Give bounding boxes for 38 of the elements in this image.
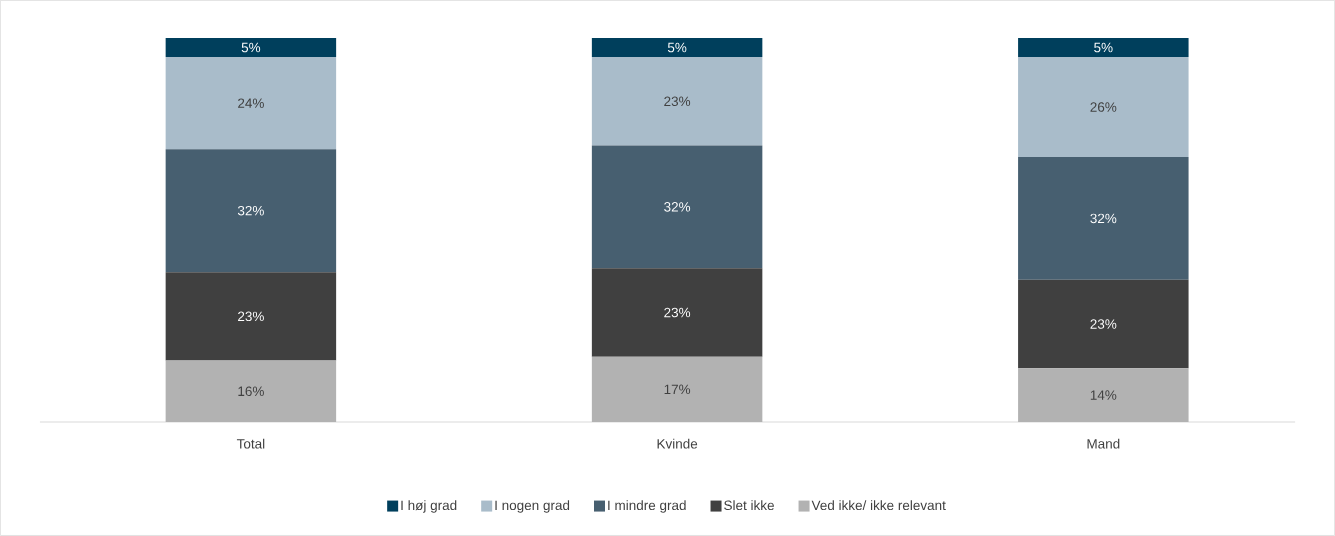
data-label: 23% (664, 96, 691, 107)
bar (165, 57, 337, 150)
data-label: 5% (241, 42, 261, 53)
data-label: 16% (238, 386, 264, 397)
data-label: 17% (664, 384, 691, 395)
bar (591, 356, 763, 423)
data-label: 5% (667, 42, 687, 53)
bar (591, 145, 763, 269)
bar (165, 272, 337, 361)
data-label: 32% (237, 206, 264, 216)
bar (165, 37, 337, 58)
data-label: 32% (664, 202, 691, 212)
bar (591, 268, 763, 357)
data-label: 14% (1090, 390, 1117, 400)
x-tick-label: Mand (1087, 438, 1120, 449)
legend-label: I nogen grad (495, 500, 570, 513)
data-label: 32% (1090, 213, 1117, 224)
bar (1018, 279, 1189, 369)
data-label: 24% (238, 98, 264, 108)
data-label: 26% (1090, 102, 1117, 112)
legend-label: Ved ikke/ ikke relevant (811, 500, 946, 511)
bar (165, 360, 337, 423)
x-tick-label: Kvinde (657, 438, 698, 449)
bar (165, 149, 337, 273)
data-label: 23% (238, 311, 264, 322)
bar (1018, 37, 1189, 58)
bar (591, 57, 763, 146)
x-tick-label: Total (236, 438, 265, 449)
bar (1018, 57, 1189, 158)
data-label: 23% (664, 307, 691, 318)
bar (1018, 157, 1189, 280)
legend-label: Slet ikke (724, 500, 774, 511)
data-label: 23% (1090, 319, 1117, 329)
bar (591, 37, 763, 58)
legend-label: I mindre grad (608, 500, 686, 513)
bar (1018, 368, 1189, 423)
data-label: 5% (1094, 42, 1113, 53)
legend-label: I høj grad (401, 500, 457, 513)
